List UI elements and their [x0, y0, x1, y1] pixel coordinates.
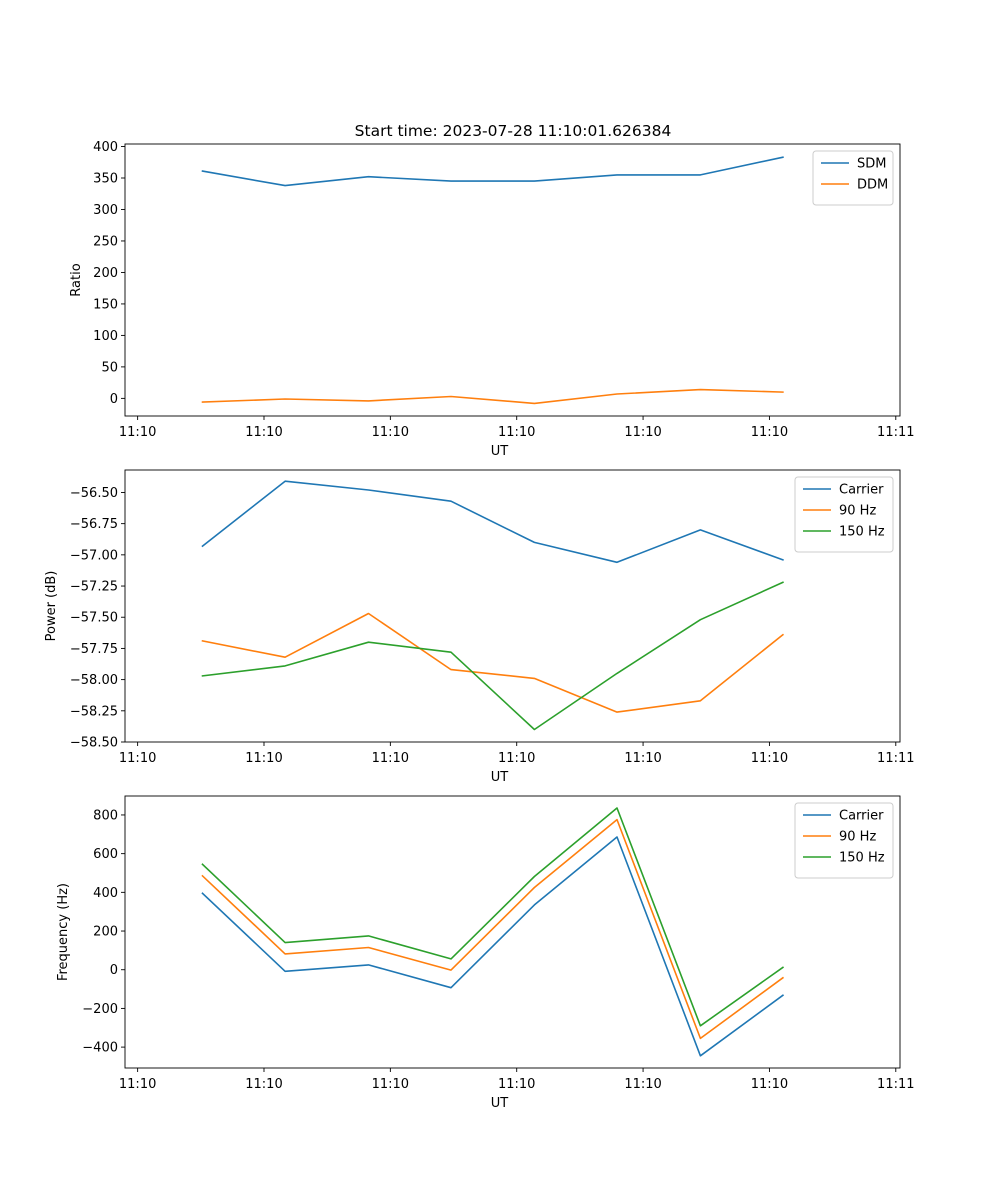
x-axis-label: UT	[491, 770, 509, 785]
x-tick-label: 11:10	[119, 1077, 156, 1092]
legend: Carrier 90 Hz 150 Hz	[794, 476, 894, 553]
y-tick-label: −57.75	[70, 642, 118, 657]
y-tick-label: −400	[82, 1041, 118, 1056]
y-tick-label: 400	[93, 886, 118, 901]
x-tick-label: 11:11	[877, 425, 914, 440]
y-tick-label: −200	[82, 1002, 118, 1017]
y-tick-label: 800	[93, 808, 118, 823]
y-axis-label: Frequency (Hz)	[56, 883, 71, 981]
plots-container: 11:10 11:10 11:10 11:10 11:10 11:10 11:11 400 35…	[44, 140, 915, 1111]
axes-frame	[124, 469, 901, 743]
y-tick-label: −56.50	[70, 486, 118, 501]
y-tick-label: 100	[93, 329, 118, 344]
y-tick-label: −58.25	[70, 704, 118, 719]
x-tick-label: 11:10	[245, 1077, 282, 1092]
y-axis-label: Ratio	[69, 263, 84, 296]
series-line-carrier	[201, 836, 785, 1057]
legend-entry: Carrier	[839, 483, 884, 498]
legend-entry: 90 Hz	[839, 504, 876, 519]
x-axis-label: UT	[491, 444, 509, 459]
x-tick-label: 11:10	[751, 751, 788, 766]
x-tick-label: 11:10	[372, 425, 409, 440]
axes-frame	[124, 795, 901, 1069]
legend-box	[794, 476, 894, 553]
x-tick-label: 11:10	[498, 751, 535, 766]
legend-entry: 150 Hz	[839, 851, 885, 866]
x-tick-label: 11:11	[877, 751, 914, 766]
x-tick-label: 11:10	[245, 751, 282, 766]
y-tick-label: 300	[93, 203, 118, 218]
legend-entry: 90 Hz	[839, 830, 876, 845]
series-line-sdm	[201, 156, 784, 187]
x-tick-label: 11:10	[372, 1077, 409, 1092]
y-tick-label: 250	[93, 234, 118, 249]
y-tick-label: −57.25	[70, 580, 118, 595]
y-tick-label: 200	[93, 266, 118, 281]
y-tick-label: −57.00	[70, 548, 118, 563]
x-axis-label: UT	[491, 1096, 509, 1111]
subplot-2: 11:10 11:10 11:10 11:10 11:10 11:10 11:11 −56.5…	[44, 469, 915, 785]
subplot-3: 11:10 11:10 11:10 11:10 11:10 11:10 11:11 800 60…	[56, 795, 915, 1111]
x-tick-label: 11:10	[119, 751, 156, 766]
series-line-150-hz	[201, 581, 784, 731]
series-line-carrier	[201, 480, 784, 564]
legend: Carrier 90 Hz 150 Hz	[794, 802, 894, 879]
y-tick-label: 400	[93, 140, 118, 155]
y-tick-label: −56.75	[70, 517, 118, 532]
legend-entry: DDM	[857, 178, 888, 193]
legend-entry: Carrier	[839, 809, 884, 824]
x-tick-label: 11:10	[245, 425, 282, 440]
legend-entry: 150 Hz	[839, 525, 885, 540]
x-tick-label: 11:10	[624, 425, 661, 440]
y-axis-label: Power (dB)	[44, 571, 59, 642]
subplot-1: 11:10 11:10 11:10 11:10 11:10 11:10 11:11 400 35…	[69, 140, 915, 459]
x-tick-label: 11:10	[624, 1077, 661, 1092]
y-tick-label: 600	[93, 847, 118, 862]
y-tick-label: 150	[93, 297, 118, 312]
y-tick-label: 50	[101, 360, 118, 375]
legend-entry: SDM	[857, 157, 886, 172]
x-tick-label: 11:11	[877, 1077, 914, 1092]
legend-box	[812, 150, 894, 206]
y-tick-label: −58.00	[70, 673, 118, 688]
y-tick-label: 350	[93, 172, 118, 187]
series-line-90-hz	[201, 612, 785, 713]
series-line-90-hz	[201, 818, 785, 1040]
axes-frame	[124, 143, 901, 417]
series-line-ddm	[201, 388, 784, 405]
x-tick-label: 11:10	[751, 425, 788, 440]
series-line-150-hz	[201, 807, 785, 1027]
y-tick-label: 200	[93, 925, 118, 940]
y-tick-label: −58.50	[70, 736, 118, 751]
y-tick-label: −57.50	[70, 611, 118, 626]
x-tick-label: 11:10	[372, 751, 409, 766]
x-tick-label: 11:10	[624, 751, 661, 766]
figure-title: Start time: 2023-07-28 11:10:01.626384	[355, 122, 672, 140]
x-tick-label: 11:10	[498, 425, 535, 440]
legend-box	[794, 802, 894, 879]
x-tick-label: 11:10	[751, 1077, 788, 1092]
y-tick-label: 0	[110, 392, 118, 407]
x-tick-label: 11:10	[498, 1077, 535, 1092]
y-tick-label: 0	[110, 963, 118, 978]
x-tick-label: 11:10	[119, 425, 156, 440]
legend: SDM DDM	[812, 150, 894, 206]
